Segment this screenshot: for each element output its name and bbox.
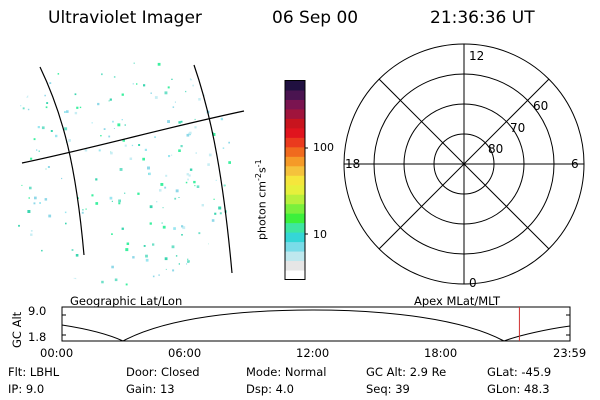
- longitude-line-right: [193, 64, 233, 274]
- time-label: 21:36:36 UT: [430, 8, 535, 28]
- colorbar-cell: [285, 232, 305, 243]
- dsp-info: Dsp: 4.0: [246, 382, 294, 396]
- orbit-altitude-curve: [61, 309, 571, 342]
- filter-info: Flt: LBHL: [8, 365, 60, 379]
- colorbar-cell: [285, 270, 305, 280]
- orbit-ylabel: GC Alt: [10, 311, 24, 348]
- orbit-xtick-1: 06:00: [168, 346, 202, 360]
- colorbar-cell: [285, 241, 305, 252]
- latitude-line: [21, 110, 245, 164]
- colorbar-cell: [285, 89, 305, 100]
- orbit-right-title: Apex MLat/MLT: [414, 294, 501, 308]
- orbit-ytick-bottom: 1.8: [28, 330, 47, 344]
- colorbar-cell: [285, 99, 305, 110]
- uv-image-panel: [18, 55, 245, 286]
- lat-label-80: 80: [488, 142, 503, 156]
- colorbar-cell: [285, 194, 305, 205]
- colorbar-cell: [285, 184, 305, 195]
- gc-alt-info: GC Alt: 2.9 Re: [366, 365, 447, 379]
- mlt-label-0: 0: [469, 276, 477, 290]
- colorbar-cell: [285, 222, 305, 233]
- colorbar-tick-10: 10: [313, 228, 327, 241]
- orbit-xtick-0: 00:00: [40, 346, 74, 360]
- orbit-xtick-2: 12:00: [296, 346, 330, 360]
- date-label: 06 Sep 00: [272, 8, 359, 28]
- polar-mlat-mlt-plot: 12 0 18 6 60 70 80: [343, 43, 585, 290]
- glat-info: GLat: -45.9: [487, 365, 552, 379]
- colorbar-cell: [285, 80, 305, 91]
- instrument-title: Ultraviolet Imager: [48, 8, 202, 28]
- colorbar-cell: [285, 165, 305, 176]
- orbit-ytick-top: 9.0: [28, 304, 47, 318]
- orbit-xtick-3: 18:00: [424, 346, 458, 360]
- lat-label-60: 60: [533, 99, 548, 113]
- orbit-left-title: Geographic Lat/Lon: [70, 294, 183, 308]
- colorbar-tick-100: 100: [313, 141, 334, 154]
- mode-info: Mode: Normal: [246, 365, 327, 379]
- colorbar-cell: [285, 213, 305, 224]
- orbit-altitude-plot: [61, 306, 571, 342]
- colorbar-cell: [285, 137, 305, 148]
- colorbar-cell: [285, 203, 305, 214]
- uv-speckles: [18, 55, 235, 286]
- colorbar-cell: [285, 156, 305, 167]
- gain-info: Gain: 13: [126, 382, 175, 396]
- seq-info: Seq: 39: [366, 382, 410, 396]
- colorbar-cell: [285, 251, 305, 262]
- door-info: Door: Closed: [126, 365, 200, 379]
- colorbar-cell: [285, 260, 305, 271]
- glon-info: GLon: 48.3: [487, 382, 550, 396]
- colorbar-cell: [285, 146, 305, 157]
- colorbar-cell: [285, 118, 305, 129]
- lat-label-70: 70: [510, 121, 525, 135]
- longitude-line-left: [39, 66, 85, 256]
- mlt-label-6: 6: [571, 157, 579, 171]
- colorbar-cell: [285, 108, 305, 119]
- ip-info: IP: 9.0: [8, 382, 45, 396]
- mlt-label-18: 18: [345, 157, 360, 171]
- mlt-label-12: 12: [469, 49, 484, 63]
- colorbar-cell: [285, 127, 305, 138]
- colorbar-unit-label: photon cm-2s-1: [254, 159, 269, 240]
- orbit-xtick-4: 23:59: [553, 346, 587, 360]
- colorbar: [284, 80, 308, 280]
- colorbar-cell: [285, 175, 305, 186]
